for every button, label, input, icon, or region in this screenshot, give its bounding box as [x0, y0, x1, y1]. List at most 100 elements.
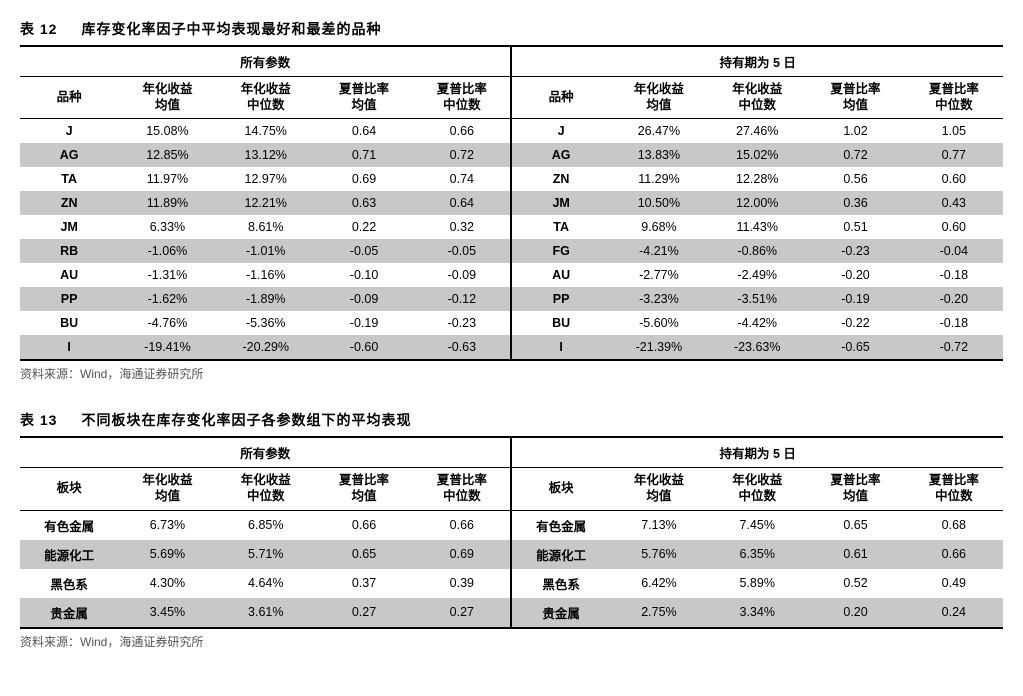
row-label: J: [511, 119, 609, 144]
data-cell: -5.60%: [610, 311, 708, 335]
row-label: AU: [511, 263, 609, 287]
row-label: BU: [20, 311, 118, 335]
data-cell: 10.50%: [610, 191, 708, 215]
data-cell: 1.05: [905, 119, 1003, 144]
data-cell: 0.52: [806, 569, 904, 598]
data-cell: -0.10: [315, 263, 413, 287]
row-label: 贵金属: [511, 598, 609, 628]
row-label: AU: [20, 263, 118, 287]
data-cell: 0.66: [315, 510, 413, 540]
label-header: 品种: [20, 77, 118, 119]
table-row: BU-4.76%-5.36%-0.19-0.23BU-5.60%-4.42%-0…: [20, 311, 1003, 335]
column-header: 年化收益中位数: [217, 468, 315, 510]
data-cell: -2.49%: [708, 263, 806, 287]
data-cell: 0.43: [905, 191, 1003, 215]
data-cell: 7.13%: [610, 510, 708, 540]
group-header-row: 所有参数持有期为 5 日: [20, 47, 1003, 77]
data-cell: 0.49: [905, 569, 1003, 598]
data-cell: 0.60: [905, 215, 1003, 239]
data-cell: 11.43%: [708, 215, 806, 239]
data-cell: 0.71: [315, 143, 413, 167]
data-cell: 14.75%: [217, 119, 315, 144]
data-cell: -0.72: [905, 335, 1003, 360]
row-label: BU: [511, 311, 609, 335]
table-row: RB-1.06%-1.01%-0.05-0.05FG-4.21%-0.86%-0…: [20, 239, 1003, 263]
data-cell: 0.69: [315, 167, 413, 191]
data-cell: -23.63%: [708, 335, 806, 360]
data-cell: 12.85%: [118, 143, 216, 167]
table-row: AU-1.31%-1.16%-0.10-0.09AU-2.77%-2.49%-0…: [20, 263, 1003, 287]
data-cell: 6.35%: [708, 540, 806, 569]
table-caption: 库存变化率因子中平均表现最好和最差的品种: [81, 21, 381, 37]
data-cell: 4.64%: [217, 569, 315, 598]
row-label: PP: [511, 287, 609, 311]
data-cell: -0.22: [806, 311, 904, 335]
data-cell: 3.61%: [217, 598, 315, 628]
data-cell: -0.05: [413, 239, 511, 263]
data-cell: -0.63: [413, 335, 511, 360]
table-row: PP-1.62%-1.89%-0.09-0.12PP-3.23%-3.51%-0…: [20, 287, 1003, 311]
data-cell: -0.20: [905, 287, 1003, 311]
table-row: I-19.41%-20.29%-0.60-0.63I-21.39%-23.63%…: [20, 335, 1003, 360]
data-cell: -1.62%: [118, 287, 216, 311]
data-cell: -19.41%: [118, 335, 216, 360]
data-cell: -0.04: [905, 239, 1003, 263]
row-label: TA: [20, 167, 118, 191]
data-cell: -0.12: [413, 287, 511, 311]
data-cell: 0.65: [315, 540, 413, 569]
row-label: ZN: [511, 167, 609, 191]
data-cell: 0.22: [315, 215, 413, 239]
table-row: 能源化工5.69%5.71%0.650.69能源化工5.76%6.35%0.61…: [20, 540, 1003, 569]
row-label: ZN: [20, 191, 118, 215]
row-label: PP: [20, 287, 118, 311]
data-cell: 11.89%: [118, 191, 216, 215]
column-header: 夏普比率中位数: [413, 77, 511, 119]
data-cell: -5.36%: [217, 311, 315, 335]
row-label: J: [20, 119, 118, 144]
group-header-row: 所有参数持有期为 5 日: [20, 438, 1003, 468]
data-cell: 15.02%: [708, 143, 806, 167]
data-cell: -0.19: [806, 287, 904, 311]
row-label: 能源化工: [511, 540, 609, 569]
table-row: TA11.97%12.97%0.690.74ZN11.29%12.28%0.56…: [20, 167, 1003, 191]
data-cell: -1.06%: [118, 239, 216, 263]
data-cell: 12.00%: [708, 191, 806, 215]
data-cell: 15.08%: [118, 119, 216, 144]
data-cell: 12.21%: [217, 191, 315, 215]
data-cell: 5.71%: [217, 540, 315, 569]
data-cell: 0.66: [413, 119, 511, 144]
data-cell: 5.76%: [610, 540, 708, 569]
table-row: JM6.33%8.61%0.220.32TA9.68%11.43%0.510.6…: [20, 215, 1003, 239]
data-cell: -0.23: [806, 239, 904, 263]
data-cell: -0.65: [806, 335, 904, 360]
data-table: 所有参数持有期为 5 日板块年化收益均值年化收益中位数夏普比率均值夏普比率中位数…: [20, 438, 1003, 628]
group-header-right: 持有期为 5 日: [511, 47, 1003, 77]
data-cell: 0.37: [315, 569, 413, 598]
data-cell: 0.39: [413, 569, 511, 598]
column-header: 年化收益均值: [610, 468, 708, 510]
column-header: 夏普比率均值: [806, 468, 904, 510]
group-header-right: 持有期为 5 日: [511, 438, 1003, 468]
column-header: 年化收益中位数: [708, 468, 806, 510]
data-cell: 0.32: [413, 215, 511, 239]
data-cell: -0.20: [806, 263, 904, 287]
column-header: 夏普比率均值: [315, 77, 413, 119]
data-cell: -0.09: [315, 287, 413, 311]
data-table: 所有参数持有期为 5 日品种年化收益均值年化收益中位数夏普比率均值夏普比率中位数…: [20, 47, 1003, 361]
data-cell: -0.05: [315, 239, 413, 263]
data-cell: 0.74: [413, 167, 511, 191]
data-cell: -1.16%: [217, 263, 315, 287]
data-cell: 6.85%: [217, 510, 315, 540]
data-cell: -0.18: [905, 263, 1003, 287]
data-cell: 0.27: [315, 598, 413, 628]
data-cell: 0.77: [905, 143, 1003, 167]
row-label: JM: [511, 191, 609, 215]
data-cell: 8.61%: [217, 215, 315, 239]
data-cell: 13.83%: [610, 143, 708, 167]
column-header: 年化收益中位数: [708, 77, 806, 119]
table-title: 表 13不同板块在库存变化率因子各参数组下的平均表现: [20, 406, 1003, 438]
row-label: JM: [20, 215, 118, 239]
source-note: 资料来源：Wind，海通证券研究所: [20, 361, 1003, 382]
row-label: 黑色系: [511, 569, 609, 598]
data-cell: 3.34%: [708, 598, 806, 628]
